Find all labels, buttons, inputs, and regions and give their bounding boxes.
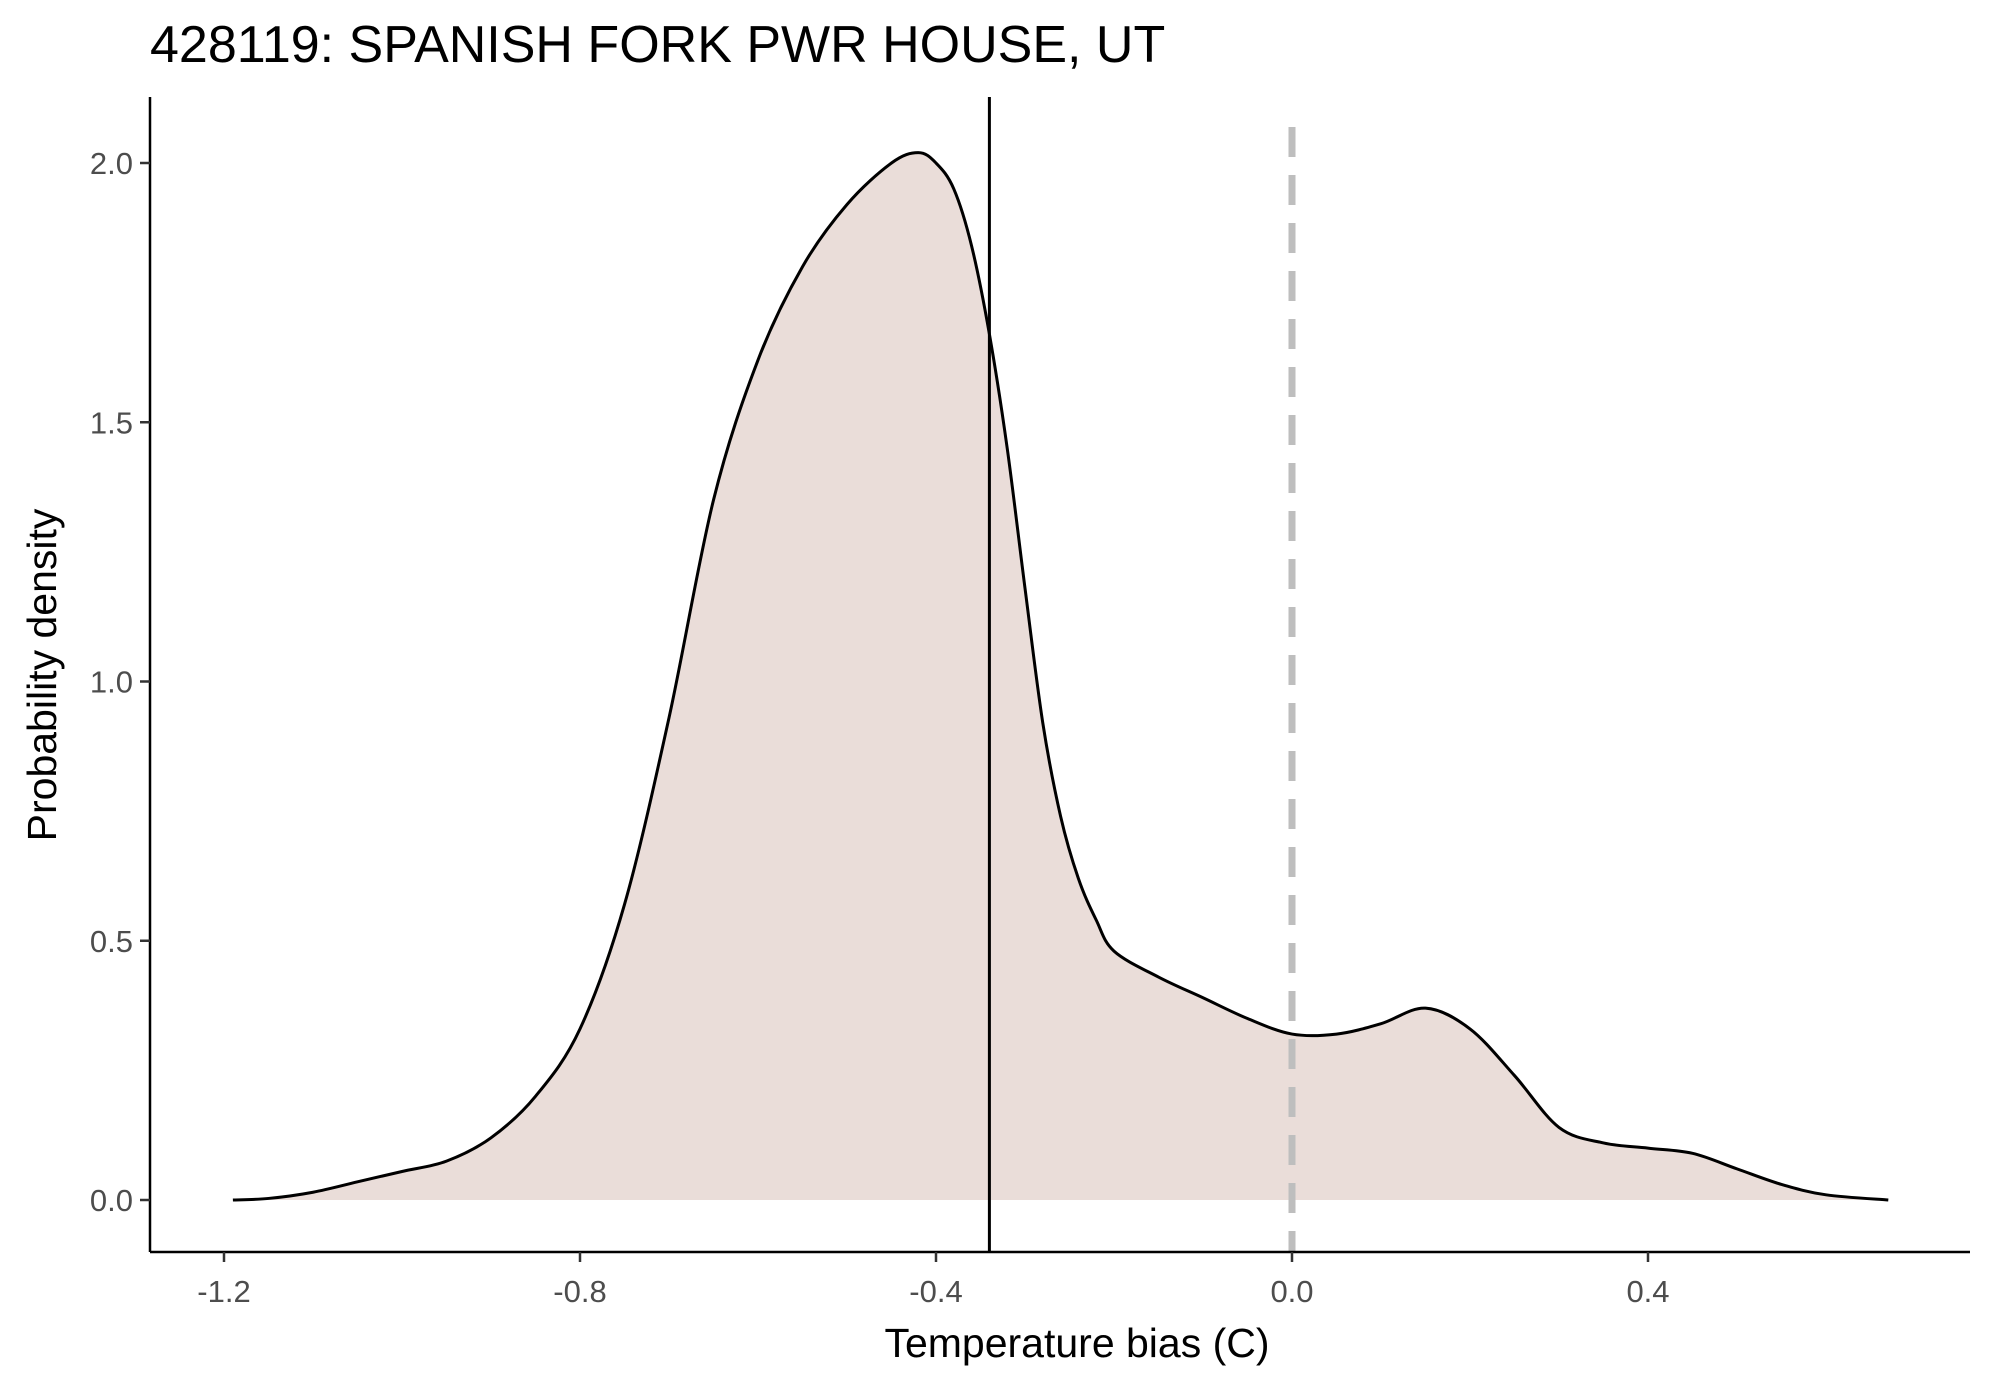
x-tick-label: -0.8 [553,1274,606,1309]
chart-title: 428119: SPANISH FORK PWR HOUSE, UT [150,16,1165,74]
density-area [232,152,1889,1200]
x-tick-label: 0.4 [1626,1274,1669,1309]
plot-area [232,97,1889,1252]
y-tick-label: 2.0 [90,146,133,181]
x-tick-label: -0.4 [909,1274,962,1309]
x-tick-label: 0.0 [1270,1274,1313,1309]
x-tick-label: -1.2 [197,1274,250,1309]
x-axis-title: Temperature bias (C) [884,1320,1269,1366]
y-tick-label: 1.5 [90,405,133,440]
density-curve [232,151,1889,1202]
x-axis-ticks: -1.2 -0.8 -0.4 0.0 0.4 [197,1252,1670,1309]
y-axis-title: Probability density [19,508,65,841]
y-axis-ticks: 0.0 0.5 1.0 1.5 2.0 [90,146,150,1218]
y-tick-label: 0.0 [90,1183,133,1218]
y-tick-label: 0.5 [90,924,133,959]
y-tick-label: 1.0 [90,665,133,700]
